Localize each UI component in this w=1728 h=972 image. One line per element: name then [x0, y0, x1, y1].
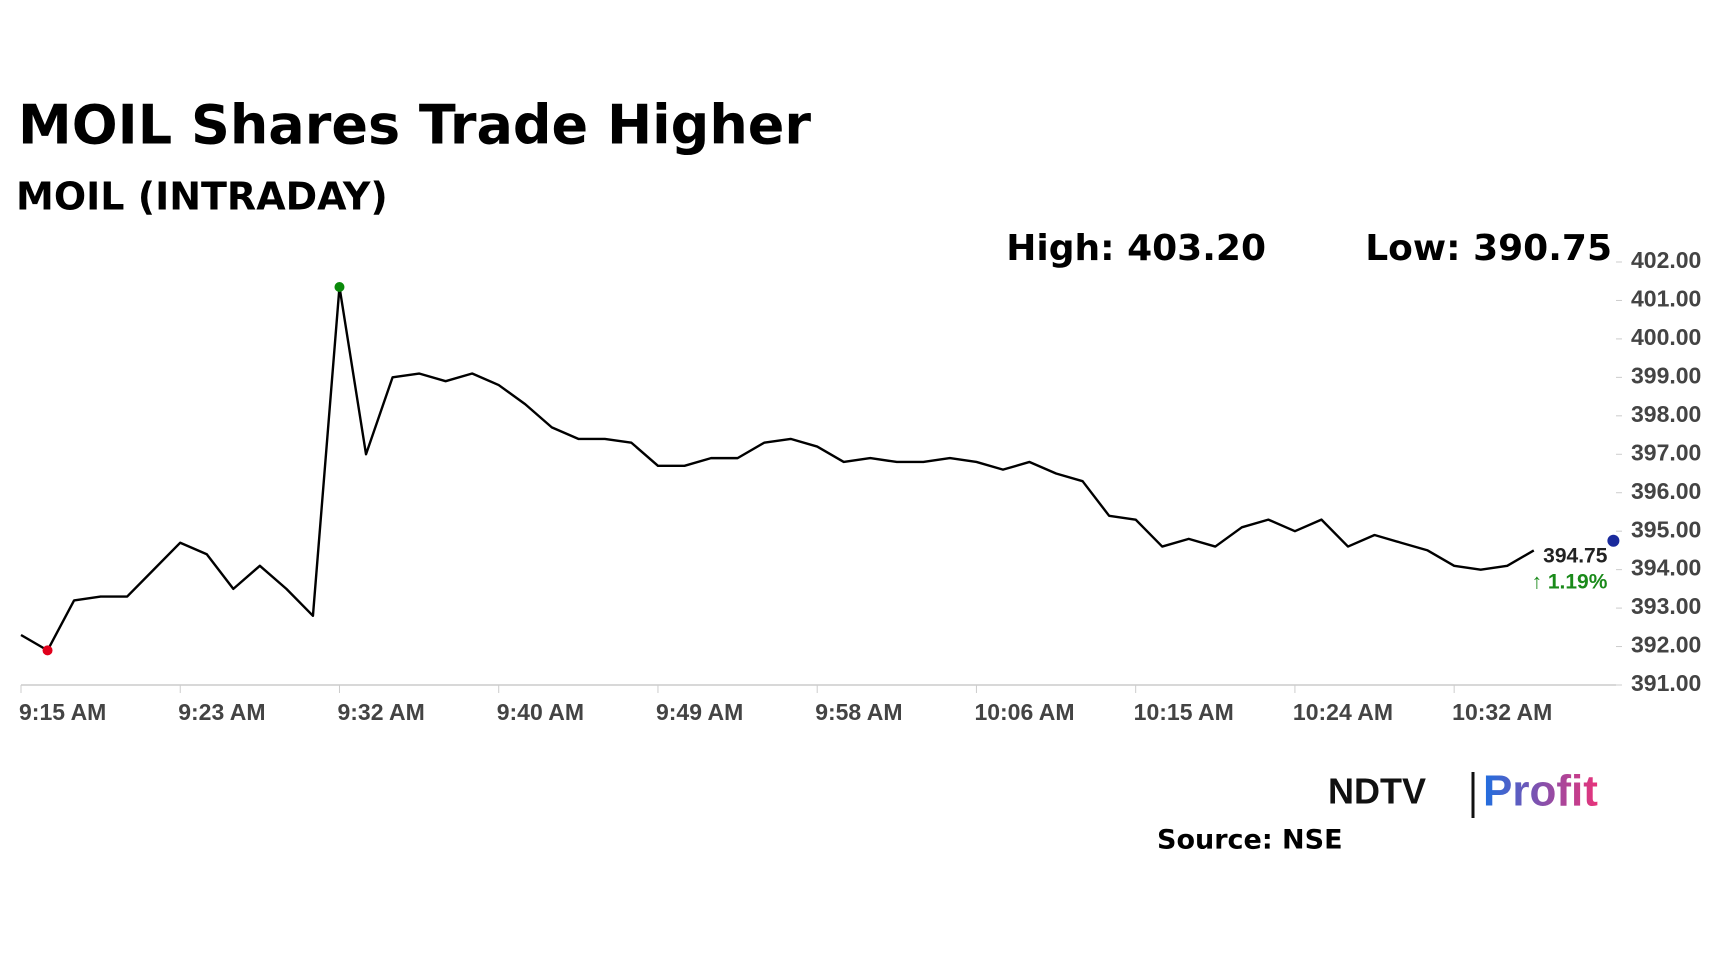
source: Source: NSE [1157, 825, 1343, 856]
y-tick-label: 392.00 [1631, 632, 1701, 658]
x-tick-label: 9:32 AM [337, 699, 424, 725]
x-tick-label: 10:32 AM [1452, 699, 1552, 725]
x-tick-label: 9:23 AM [178, 699, 265, 725]
change-label: ↑ 1.19% [1532, 570, 1608, 593]
low-marker [42, 645, 53, 656]
x-tick-label: 9:58 AM [815, 699, 902, 725]
logo: NDTV Profit [1328, 767, 1598, 818]
y-tick-label: 391.00 [1631, 670, 1701, 696]
y-tick-label: 397.00 [1631, 439, 1701, 465]
x-tick-label: 10:24 AM [1293, 699, 1393, 725]
high-label: High: 403.20 [1006, 228, 1266, 269]
logo-profit: Profit [1483, 767, 1598, 816]
y-tick-label: 401.00 [1631, 286, 1701, 312]
high-marker [334, 281, 345, 292]
x-tick-label: 9:40 AM [497, 699, 584, 725]
last-value-label: 394.75 [1543, 544, 1608, 567]
chart-title: MOIL Shares Trade Higher [18, 94, 811, 157]
x-tick-label: 9:15 AM [19, 699, 106, 725]
y-tick-label: 398.00 [1631, 401, 1701, 427]
price-line [21, 287, 1613, 650]
y-tick-label: 395.00 [1631, 516, 1701, 542]
y-tick-label: 396.00 [1631, 478, 1701, 504]
y-tick-label: 402.00 [1631, 247, 1701, 273]
x-tick-label: 9:49 AM [656, 699, 743, 725]
logo-ndtv: NDTV [1328, 771, 1426, 812]
x-tick-label: 10:15 AM [1134, 699, 1234, 725]
y-tick-label: 399.00 [1631, 362, 1701, 388]
x-tick-label: 10:06 AM [974, 699, 1074, 725]
y-tick-label: 400.00 [1631, 324, 1701, 350]
last-marker [1607, 534, 1620, 547]
y-tick-label: 394.00 [1631, 555, 1701, 581]
chart-subtitle: MOIL (INTRADAY) [16, 175, 388, 219]
low-label: Low: 390.75 [1365, 228, 1612, 269]
y-tick-label: 393.00 [1631, 593, 1701, 619]
